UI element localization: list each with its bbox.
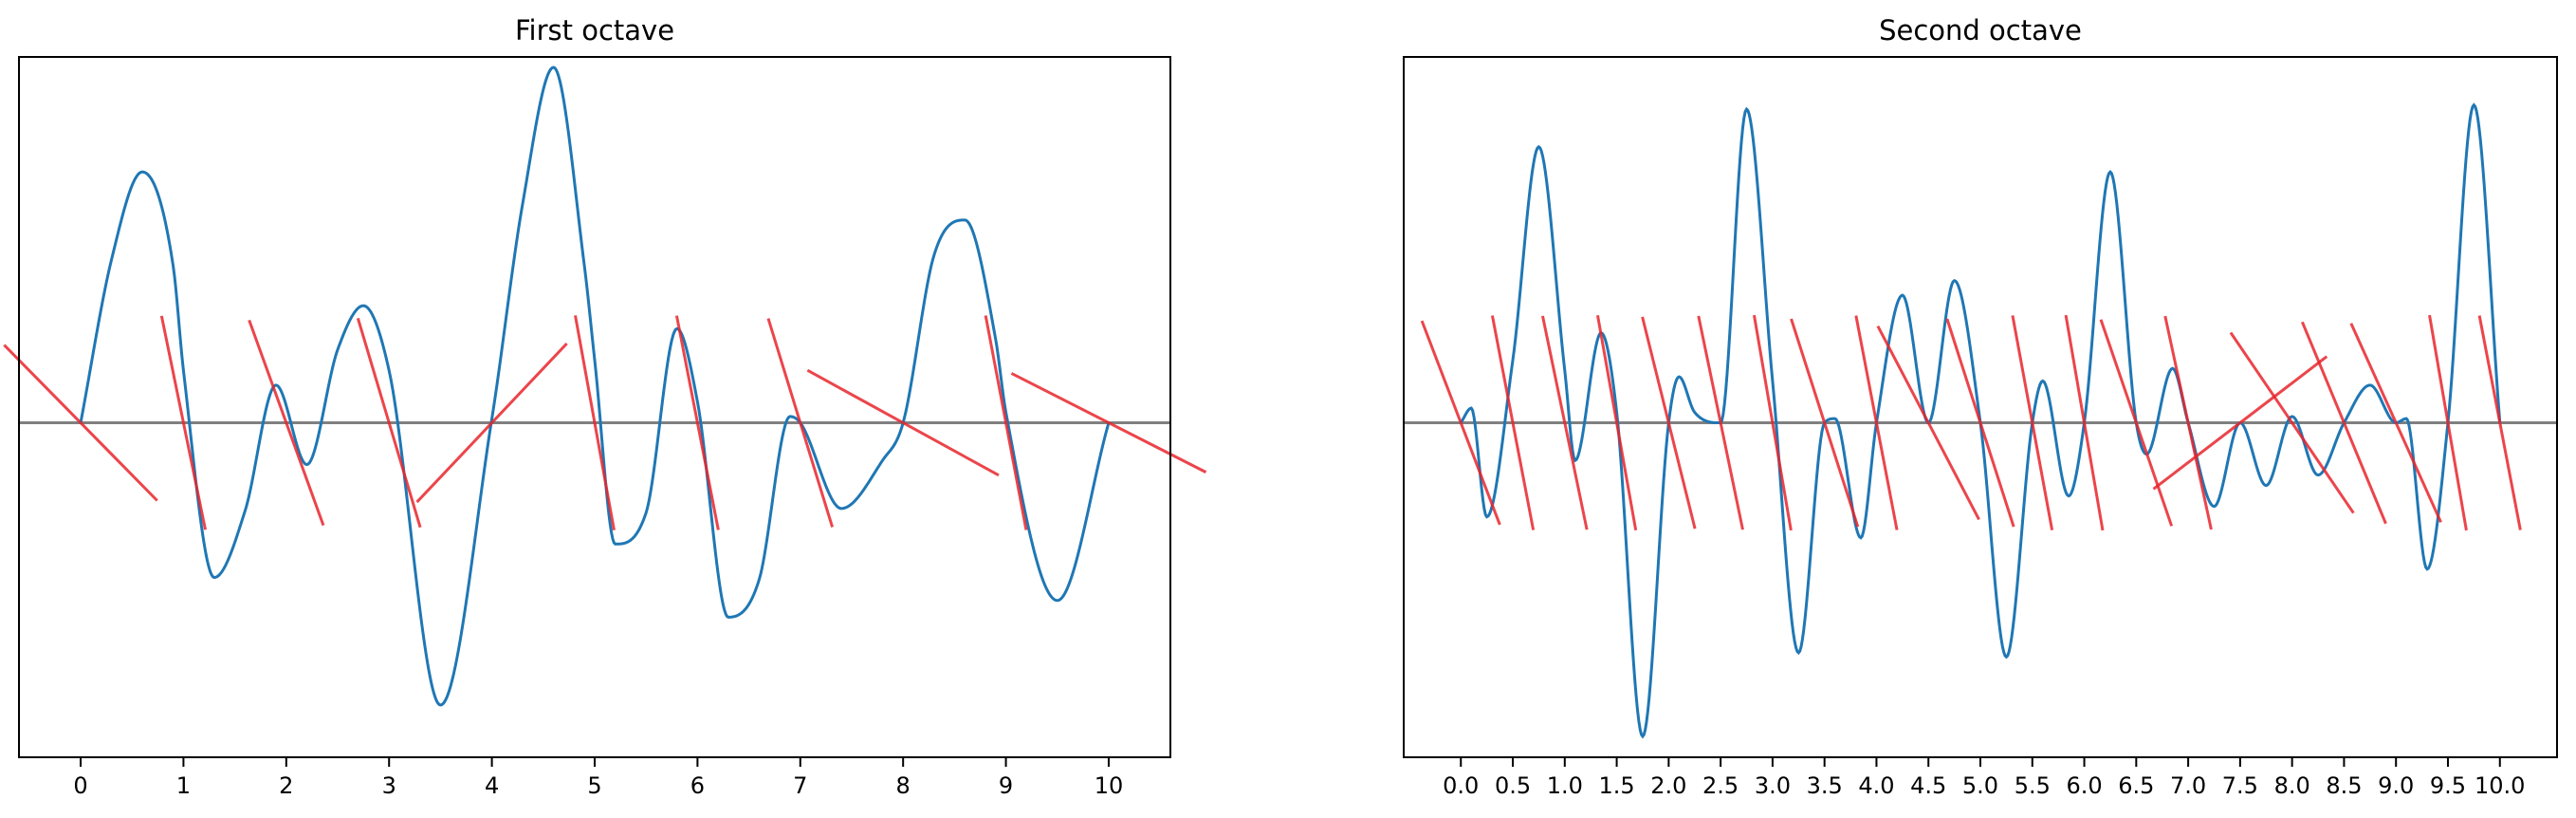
x-tick-label: 6: [690, 772, 705, 799]
x-tick-label: 2: [279, 772, 293, 799]
x-tick-label: 5.0: [1962, 772, 1998, 799]
x-axis-ticks: 0 1 2 3 4 5 6 7 8 9 10: [73, 757, 1123, 799]
x-tick-label: 7.5: [2222, 772, 2258, 799]
x-tick-label: 1.0: [1547, 772, 1583, 799]
x-tick-label: 3.5: [1807, 772, 1843, 799]
gradient-segment: [1790, 318, 1860, 528]
x-tick-label: 8: [896, 772, 911, 799]
gradient-segment: [2011, 315, 2054, 530]
x-tick-label: 10: [1095, 772, 1124, 799]
gradient-segment: [766, 318, 835, 528]
gradient-segment: [1641, 316, 1697, 530]
x-tick-label: 4: [485, 772, 499, 799]
chart-title: Second octave: [1879, 14, 2082, 46]
gradient-segment: [248, 319, 325, 527]
gradient-segment: [2428, 314, 2468, 531]
x-tick-label: 6.5: [2118, 772, 2154, 799]
x-tick-label: 3.0: [1755, 772, 1791, 799]
gradient-segment: [356, 317, 422, 529]
gradient-segment: [1697, 315, 1744, 530]
gradient-segment: [574, 315, 616, 530]
x-axis-ticks: 0.0 0.5 1.0 1.5 2.0 2.5 3.0 3.5 4.0 4.5 5.0 5.5 6.0 6…: [1443, 757, 2525, 799]
x-tick-label: 6.0: [2066, 772, 2102, 799]
x-tick-label: 1: [176, 772, 191, 799]
gradient-segment: [674, 315, 720, 530]
noise-curve: [79, 65, 1111, 707]
gradient-segment: [1854, 315, 1899, 530]
x-tick-label: 1.5: [1598, 772, 1634, 799]
x-tick-label: 8.5: [2326, 772, 2362, 799]
x-tick-label: 10.0: [2475, 772, 2525, 799]
gradient-segment: [1010, 372, 1207, 474]
gradient-segment: [2064, 314, 2105, 531]
gradient-segment: [415, 342, 568, 504]
gradient-segment: [2163, 315, 2213, 530]
axes-frame: [18, 56, 1171, 758]
gradient-segment: [984, 315, 1028, 530]
x-tick-label: 2.0: [1650, 772, 1686, 799]
x-tick-label: 3: [382, 772, 396, 799]
gradient-segment: [806, 368, 1000, 477]
first-octave-panel: First octave 0 1 2 3 4 5 6 7 8 9 10: [3, 14, 1207, 799]
x-tick-label: 8.0: [2274, 772, 2310, 799]
x-tick-label: 4.5: [1910, 772, 1946, 799]
x-tick-label: 0: [73, 772, 87, 799]
plot-area: [1404, 102, 2557, 739]
gradient-segment: [1945, 318, 2015, 528]
x-tick-label: 5.5: [2015, 772, 2051, 799]
x-tick-label: 2.5: [1702, 772, 1739, 799]
plot-area: [3, 65, 1207, 707]
gradient-segment: [1595, 315, 1638, 531]
x-tick-label: 0.5: [1495, 772, 1531, 799]
gradient-segment: [2152, 355, 2328, 491]
gradient-segment: [1420, 320, 1501, 526]
gradient-segment: [2301, 321, 2387, 525]
x-tick-label: 7: [793, 772, 807, 799]
gradient-segment: [3, 344, 158, 502]
x-tick-label: 0.0: [1443, 772, 1479, 799]
x-tick-label: 5: [587, 772, 601, 799]
gradient-segment: [2099, 319, 2174, 527]
gradient-segment: [1541, 315, 1589, 530]
gradient-segment: [2477, 315, 2522, 530]
x-tick-label: 7.0: [2170, 772, 2206, 799]
gradient-segment: [1876, 325, 1980, 521]
gradient-segment: [1752, 314, 1793, 531]
x-tick-label: 9: [999, 772, 1013, 799]
x-tick-label: 9.5: [2430, 772, 2466, 799]
x-tick-label: 4.0: [1858, 772, 1894, 799]
gradient-segment: [159, 315, 207, 530]
gradient-segment: [2349, 323, 2442, 523]
second-octave-panel: Second octave 0.0 0.5 1.0 1.5 2.0 2.5 3.0 3.5 4.…: [1403, 14, 2558, 799]
chart-title: First octave: [515, 14, 674, 46]
gradient-segment: [2229, 331, 2355, 514]
x-tick-label: 9.0: [2378, 772, 2414, 799]
gradient-segment: [1490, 315, 1536, 530]
